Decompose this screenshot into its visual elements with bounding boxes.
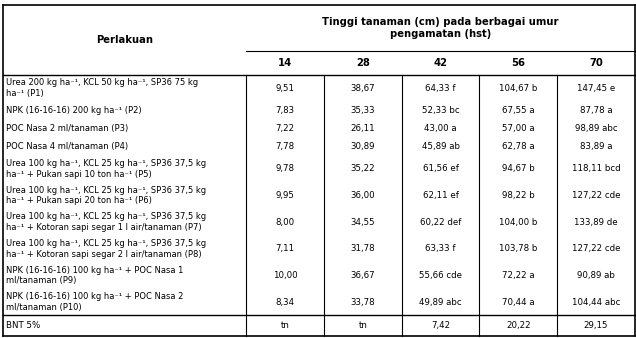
Text: 104,00 b: 104,00 b [499,218,537,226]
Text: Tinggi tanaman (cm) pada berbagai umur
pengamatan (hst): Tinggi tanaman (cm) pada berbagai umur p… [322,17,559,39]
Text: 14: 14 [278,58,293,68]
Text: tn: tn [280,321,289,330]
Text: POC Nasa 4 ml/tanaman (P4): POC Nasa 4 ml/tanaman (P4) [6,142,128,151]
Text: 94,67 b: 94,67 b [502,164,535,173]
Text: 87,78 a: 87,78 a [579,106,612,115]
Text: 26,11: 26,11 [350,124,375,133]
Text: 90,89 ab: 90,89 ab [577,271,615,280]
Text: 35,33: 35,33 [350,106,375,115]
Text: 72,22 a: 72,22 a [502,271,534,280]
Text: 20,22: 20,22 [506,321,530,330]
Text: Urea 100 kg ha⁻¹, KCL 25 kg ha⁻¹, SP36 37,5 kg
ha⁻¹ + Pukan sapi 20 ton ha⁻¹ (P6: Urea 100 kg ha⁻¹, KCL 25 kg ha⁻¹, SP36 3… [6,186,206,206]
Text: Perlakuan: Perlakuan [96,35,153,45]
Text: 67,55 a: 67,55 a [502,106,534,115]
Text: 57,00 a: 57,00 a [502,124,534,133]
Text: 30,89: 30,89 [350,142,375,151]
Text: 62,78 a: 62,78 a [502,142,534,151]
Text: 33,78: 33,78 [350,297,375,307]
Text: 7,11: 7,11 [275,244,294,253]
Text: 8,34: 8,34 [275,297,294,307]
Text: 35,22: 35,22 [350,164,375,173]
Text: 62,11 ef: 62,11 ef [422,191,459,200]
Text: Urea 200 kg ha⁻¹, KCL 50 kg ha⁻¹, SP36 75 kg
ha⁻¹ (P1): Urea 200 kg ha⁻¹, KCL 50 kg ha⁻¹, SP36 7… [6,78,198,98]
Text: 36,00: 36,00 [350,191,375,200]
Text: 70,44 a: 70,44 a [502,297,534,307]
Text: Urea 100 kg ha⁻¹, KCL 25 kg ha⁻¹, SP36 37,5 kg
ha⁻¹ + Kotoran sapi segar 2 l air: Urea 100 kg ha⁻¹, KCL 25 kg ha⁻¹, SP36 3… [6,239,206,259]
Text: 70: 70 [589,58,603,68]
Text: 29,15: 29,15 [584,321,608,330]
Text: 8,00: 8,00 [275,218,294,226]
Text: 127,22 cde: 127,22 cde [572,191,620,200]
Text: 98,89 abc: 98,89 abc [574,124,617,133]
Text: 45,89 ab: 45,89 ab [422,142,460,151]
Text: 133,89 de: 133,89 de [574,218,618,226]
Text: 42: 42 [434,58,448,68]
Text: 9,95: 9,95 [276,191,294,200]
Text: 83,89 a: 83,89 a [579,142,612,151]
Text: 104,67 b: 104,67 b [499,84,537,93]
Text: 147,45 e: 147,45 e [577,84,615,93]
Text: 9,51: 9,51 [275,84,294,93]
Text: 7,42: 7,42 [431,321,450,330]
Text: 49,89 abc: 49,89 abc [419,297,462,307]
Text: 103,78 b: 103,78 b [499,244,537,253]
Text: Urea 100 kg ha⁻¹, KCL 25 kg ha⁻¹, SP36 37,5 kg
ha⁻¹ + Kotoran sapi segar 1 l air: Urea 100 kg ha⁻¹, KCL 25 kg ha⁻¹, SP36 3… [6,212,206,232]
Text: 63,33 f: 63,33 f [425,244,456,253]
Text: NPK (16-16-16) 100 kg ha⁻¹ + POC Nasa 2
ml/tanaman (P10): NPK (16-16-16) 100 kg ha⁻¹ + POC Nasa 2 … [6,292,183,312]
Text: 60,22 def: 60,22 def [420,218,461,226]
Text: 43,00 a: 43,00 a [424,124,457,133]
Text: 31,78: 31,78 [350,244,375,253]
Text: 64,33 f: 64,33 f [425,84,456,93]
Text: 104,44 abc: 104,44 abc [572,297,620,307]
Text: NPK (16-16-16) 100 kg ha⁻¹ + POC Nasa 1
ml/tanaman (P9): NPK (16-16-16) 100 kg ha⁻¹ + POC Nasa 1 … [6,266,183,285]
Text: 127,22 cde: 127,22 cde [572,244,620,253]
Text: 118,11 bcd: 118,11 bcd [572,164,620,173]
Text: 7,83: 7,83 [275,106,294,115]
Text: 28: 28 [356,58,370,68]
Text: 7,78: 7,78 [275,142,294,151]
Text: 38,67: 38,67 [350,84,375,93]
Text: 98,22 b: 98,22 b [502,191,535,200]
Text: 7,22: 7,22 [275,124,294,133]
Text: 56: 56 [511,58,525,68]
Text: POC Nasa 2 ml/tanaman (P3): POC Nasa 2 ml/tanaman (P3) [6,124,128,133]
Text: 10,00: 10,00 [273,271,298,280]
Text: 36,67: 36,67 [350,271,375,280]
Text: 34,55: 34,55 [350,218,375,226]
Text: 55,66 cde: 55,66 cde [419,271,462,280]
Text: BNT 5%: BNT 5% [6,321,40,330]
Text: Urea 100 kg ha⁻¹, KCL 25 kg ha⁻¹, SP36 37,5 kg
ha⁻¹ + Pukan sapi 10 ton ha⁻¹ (P5: Urea 100 kg ha⁻¹, KCL 25 kg ha⁻¹, SP36 3… [6,159,206,179]
Text: tn: tn [359,321,367,330]
Text: 9,78: 9,78 [275,164,294,173]
Text: 61,56 ef: 61,56 ef [422,164,459,173]
Text: NPK (16-16-16) 200 kg ha⁻¹ (P2): NPK (16-16-16) 200 kg ha⁻¹ (P2) [6,106,141,115]
Text: 52,33 bc: 52,33 bc [422,106,459,115]
